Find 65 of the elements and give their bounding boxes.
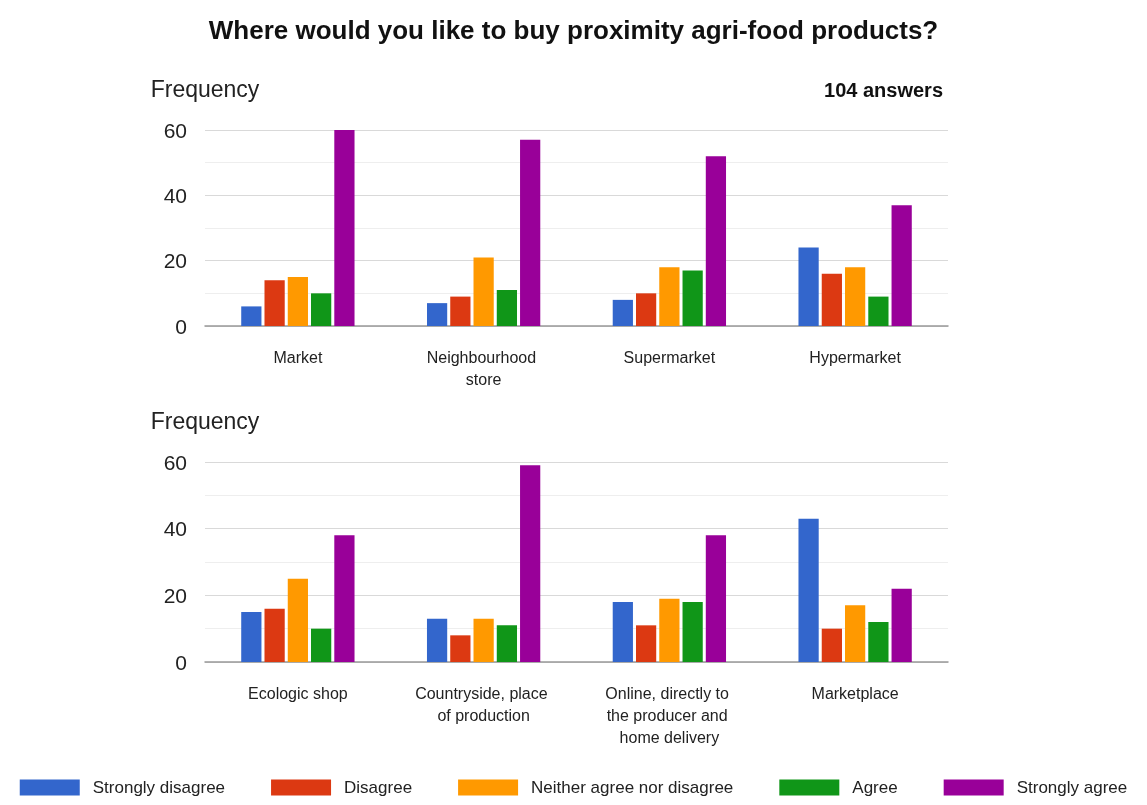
bar	[705, 156, 727, 326]
y-tick-label: 20	[163, 583, 187, 607]
y-tick-label: 0	[175, 314, 187, 338]
bar	[659, 267, 680, 326]
x-tick-label: Ecologic shop	[248, 684, 348, 702]
bar	[612, 602, 633, 662]
bar	[334, 130, 355, 326]
bar	[473, 618, 494, 662]
legend-label: Strongly disagree	[92, 778, 226, 797]
bar	[450, 635, 471, 662]
bar	[287, 277, 308, 326]
chart-title: Where would you like to buy proximity agri-food products?	[208, 15, 939, 45]
bar	[635, 293, 657, 326]
bar	[821, 628, 842, 662]
bar	[426, 618, 448, 662]
y-tick-label: 60	[163, 450, 187, 474]
y-tick-label: 20	[163, 249, 187, 273]
x-tick-label: Supermarket	[623, 348, 716, 366]
bar	[891, 205, 912, 326]
y-tick-label: 40	[163, 517, 187, 541]
bar	[311, 628, 332, 662]
x-tick-label: Neighbourhood store	[426, 348, 541, 388]
x-tick-label: Hypermarket	[809, 348, 902, 366]
y-tick-label: 40	[163, 183, 187, 207]
bar	[868, 622, 889, 662]
bar	[798, 518, 819, 662]
bar	[798, 247, 819, 326]
bar	[311, 293, 332, 326]
bar	[868, 296, 889, 326]
x-tick-label: Marketplace	[811, 684, 899, 702]
legend-label: Agree	[852, 778, 898, 797]
bar	[682, 270, 703, 326]
bar	[496, 290, 518, 326]
bar	[520, 139, 541, 326]
y-axis-title: Frequency	[150, 407, 260, 434]
legend-label: Strongly agree	[1016, 778, 1128, 797]
bar	[520, 465, 541, 662]
y-tick-label: 60	[163, 118, 187, 142]
bar	[450, 296, 471, 326]
bar	[264, 608, 285, 662]
y-tick-label: 0	[175, 650, 187, 674]
bar	[821, 273, 842, 326]
bar	[241, 306, 262, 326]
bar	[426, 303, 448, 326]
bar	[241, 612, 262, 662]
bar	[845, 605, 866, 662]
x-tick-label: Market	[273, 348, 323, 366]
bar	[287, 578, 308, 662]
bar	[635, 625, 657, 662]
text: 104 answers	[824, 79, 944, 101]
bar	[473, 257, 494, 326]
bar	[334, 535, 355, 662]
y-axis-title: Frequency	[150, 75, 260, 102]
x-tick-label: Online, directly to the producer and home delivery	[605, 684, 734, 746]
bar	[682, 602, 703, 662]
bar	[845, 267, 866, 326]
legend-label: Disagree	[344, 778, 413, 797]
bar	[612, 299, 633, 326]
bar	[705, 535, 727, 662]
bar	[264, 280, 285, 326]
legend-label: Neither agree nor disagree	[531, 778, 734, 797]
bar	[891, 588, 912, 662]
x-tick-label: Countryside, place of production	[415, 684, 553, 724]
bar	[496, 625, 518, 662]
bar	[659, 598, 680, 662]
